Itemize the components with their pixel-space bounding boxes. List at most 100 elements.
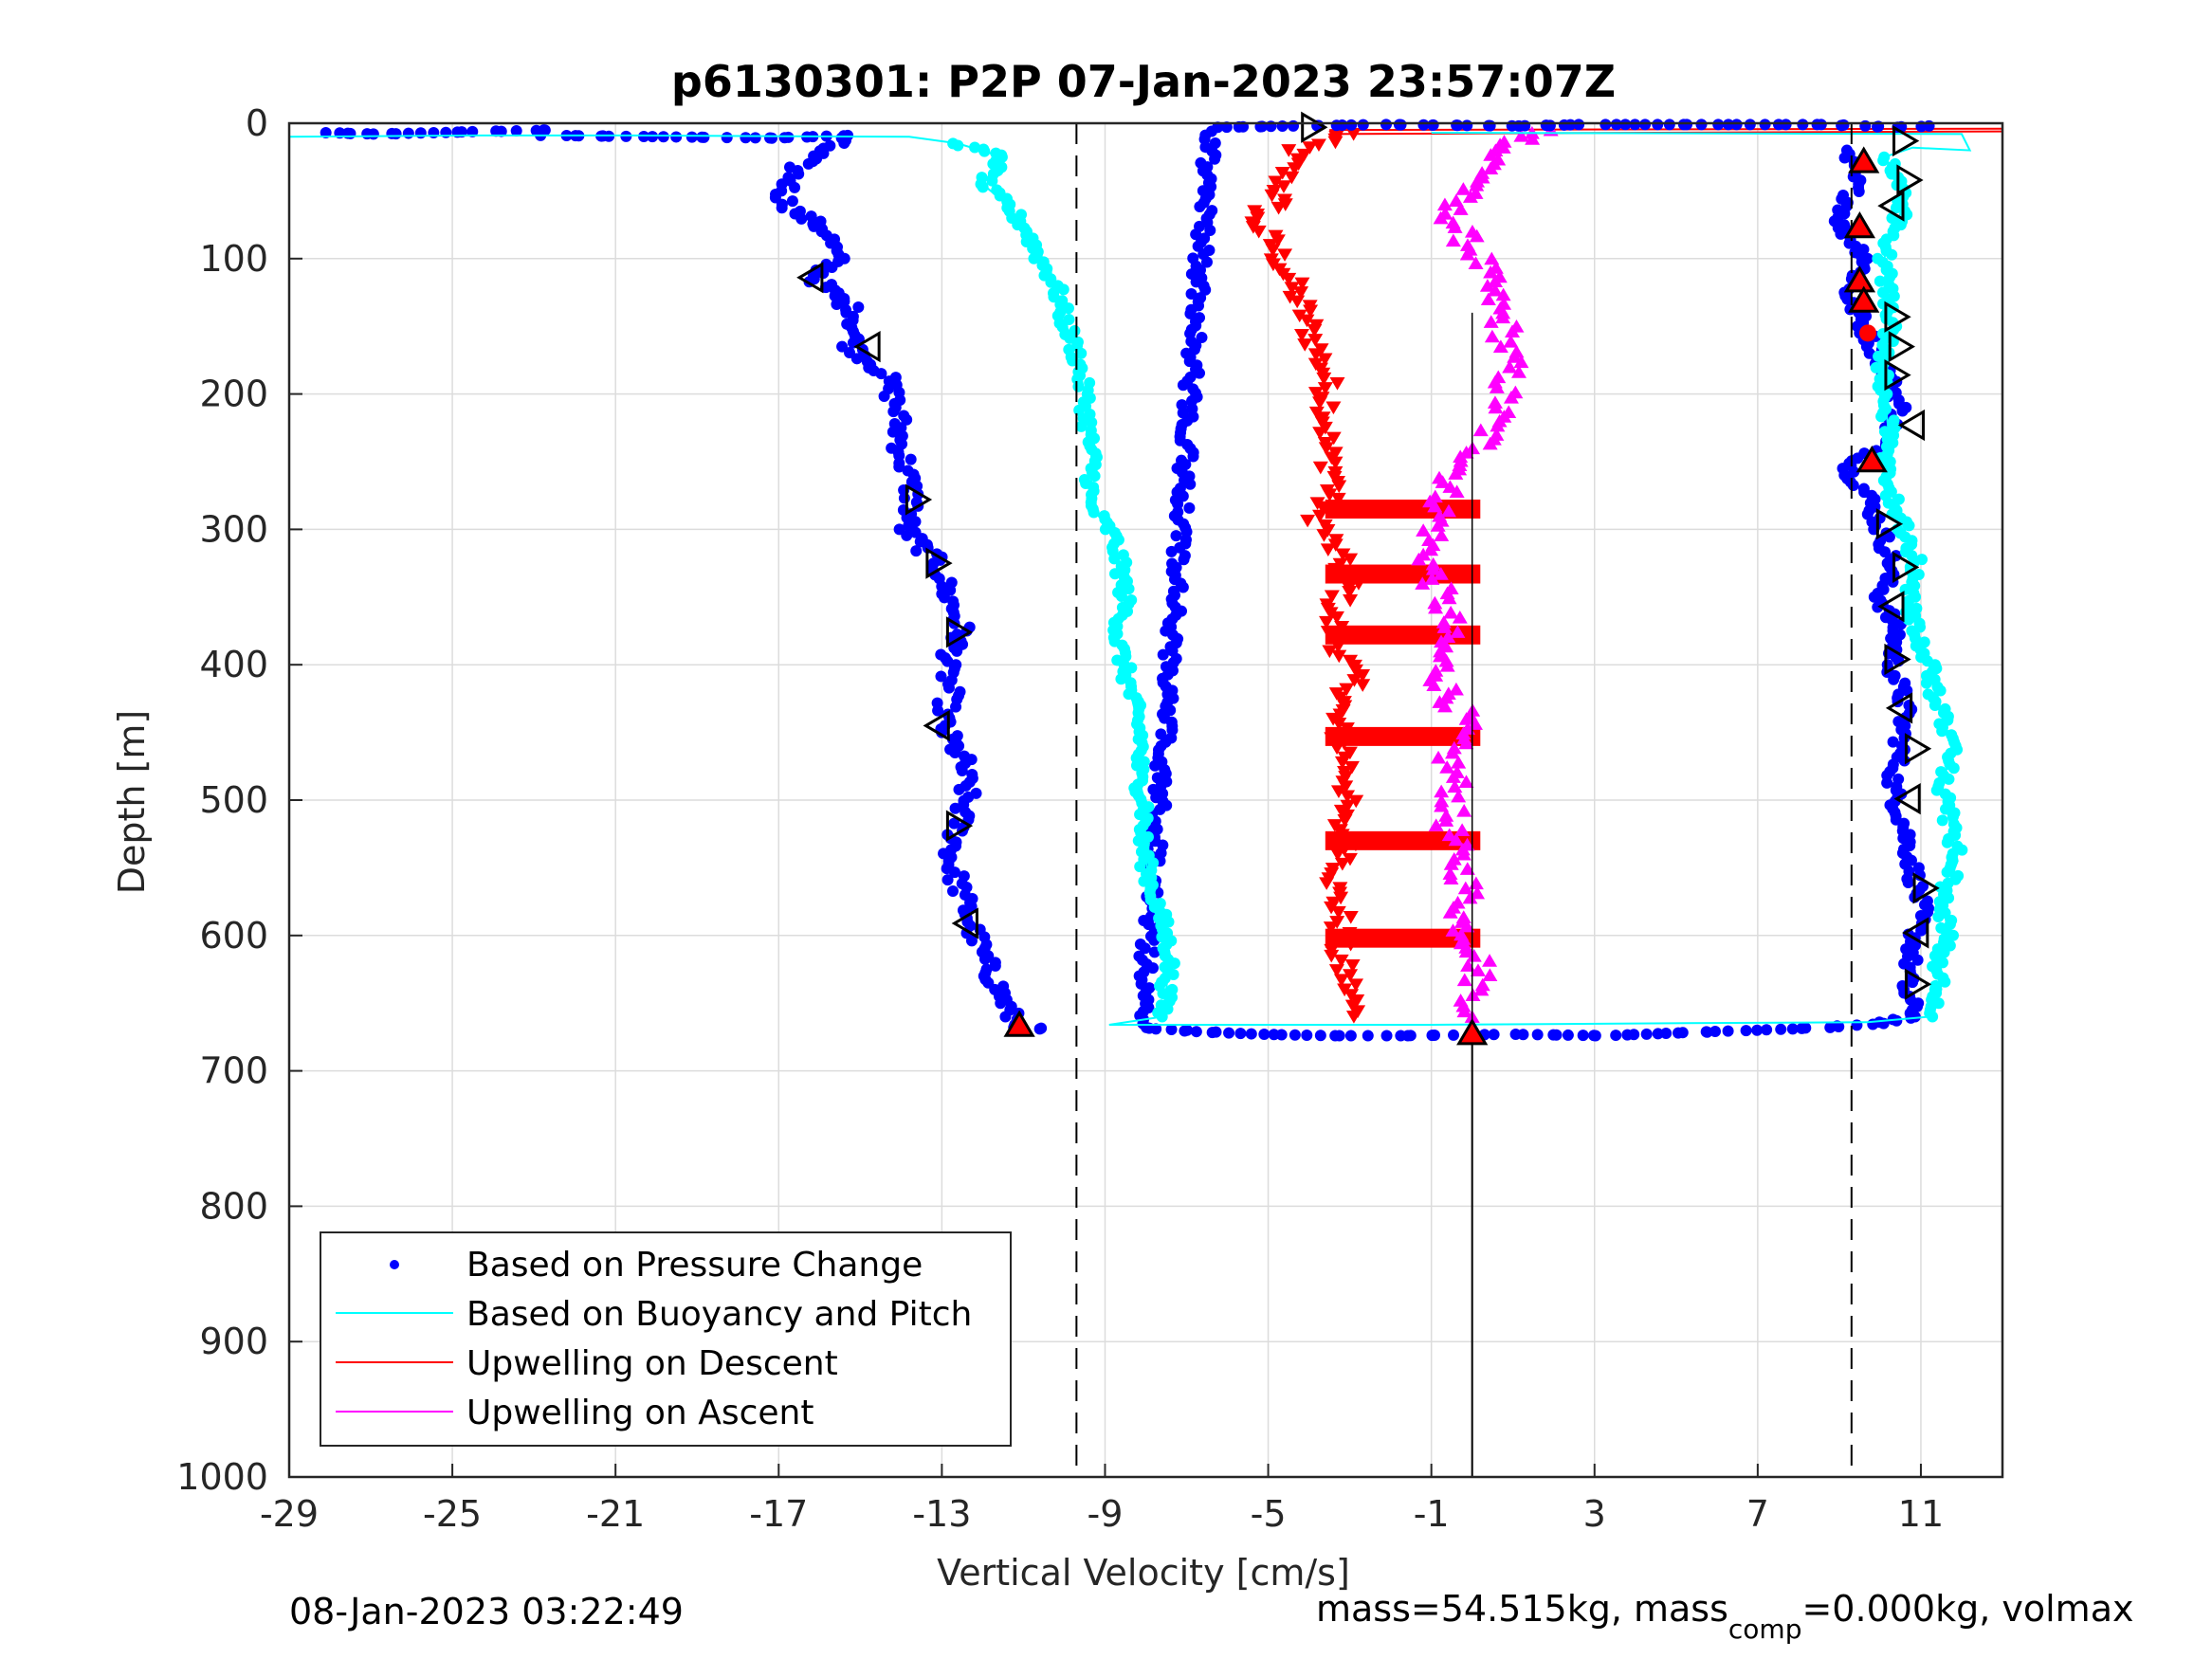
upwelling-descent-point <box>1342 927 1358 940</box>
pressure-point <box>1610 118 1622 131</box>
upwelling-ascent-point <box>1415 576 1431 590</box>
upwelling-descent-point <box>1281 272 1297 286</box>
pressure-point <box>1166 557 1179 570</box>
upwelling-ascent-point <box>1495 140 1511 154</box>
pressure-point <box>905 453 917 465</box>
open-triangle-marker <box>1892 551 1920 584</box>
buoyancy-point <box>1123 583 1135 595</box>
pressure-point <box>1796 1022 1808 1034</box>
upwelling-descent-point <box>1329 848 1345 862</box>
legend-label: Based on Buoyancy and Pitch <box>466 1295 972 1334</box>
pressure-point <box>898 492 910 504</box>
x-axis-label: Vertical Velocity [cm/s] <box>937 1552 1350 1594</box>
upwelling-descent-point <box>1330 492 1346 506</box>
x-tick-label: 7 <box>1746 1493 1769 1535</box>
upwelling-ascent-point <box>1489 380 1505 393</box>
buoyancy-point <box>1138 875 1150 887</box>
upwelling-descent-point <box>1320 626 1336 639</box>
pressure-point <box>1033 1023 1046 1035</box>
upwelling-descent-point <box>1334 621 1350 634</box>
pressure-point <box>386 127 398 139</box>
pressure-point <box>1640 1028 1653 1040</box>
legend-swatch <box>390 1260 399 1269</box>
upwelling-ascent-point <box>1503 335 1519 348</box>
pressure-point <box>950 701 962 713</box>
x-tick-label: 11 <box>1898 1493 1944 1535</box>
pressure-point <box>1194 312 1206 324</box>
pressure-point <box>1833 1021 1845 1033</box>
pressure-point <box>1896 405 1909 417</box>
pressure-point <box>414 127 427 139</box>
pressure-point <box>1663 118 1675 131</box>
highlight-markers <box>796 111 1940 1046</box>
upwelling-descent-point <box>1335 548 1351 562</box>
upwelling-descent-band <box>1325 726 1481 746</box>
upwelling-descent-point <box>1344 760 1360 775</box>
open-triangle-marker <box>945 810 974 842</box>
upwelling-descent-band <box>1325 928 1481 948</box>
pressure-point <box>949 747 961 759</box>
pressure-point <box>903 520 915 532</box>
y-tick-label: 100 <box>199 238 268 280</box>
upwelling-ascent-point <box>1433 567 1449 580</box>
upwelling-ascent-point <box>1425 562 1441 575</box>
upwelling-descent-point <box>1344 573 1360 586</box>
upwelling-descent-point <box>1264 189 1280 203</box>
upwelling-descent-point <box>1277 198 1293 211</box>
upwelling-ascent-point <box>1430 519 1446 532</box>
pressure-point <box>1258 1029 1271 1041</box>
upwelling-descent-point <box>1333 974 1349 987</box>
pressure-point <box>949 802 961 814</box>
upwelling-descent-point <box>1312 509 1328 523</box>
pressure-point <box>766 132 778 144</box>
upwelling-ascent-point <box>1458 944 1474 958</box>
upwelling-descent-point <box>1347 838 1363 852</box>
buoyancy-point <box>1933 718 1946 730</box>
pressure-point <box>1357 118 1369 131</box>
upwelling-ascent-point <box>1441 591 1457 605</box>
pressure-point <box>1195 156 1207 169</box>
upwelling-ascent-point <box>1443 605 1459 619</box>
pressure-point <box>1196 332 1208 344</box>
upwelling-ascent-point <box>1435 475 1451 488</box>
open-triangle-marker <box>1892 124 1920 157</box>
pressure-point <box>1268 1029 1280 1041</box>
mass-text-subscript: comp <box>1728 1613 1802 1645</box>
pressure-point <box>989 959 1001 972</box>
upwelling-ascent-point <box>1426 678 1442 692</box>
pressure-point <box>1853 186 1865 198</box>
pressure-point <box>1185 287 1197 300</box>
upwelling-ascent-point <box>1439 659 1455 672</box>
pressure-point <box>320 126 332 138</box>
upwelling-descent-point <box>1335 727 1351 740</box>
open-triangle-marker <box>923 709 950 742</box>
upwelling-descent-point <box>1251 225 1267 239</box>
pressure-point <box>1835 228 1847 240</box>
upwelling-descent-point <box>1300 514 1316 528</box>
open-triangle-marker <box>1884 643 1911 676</box>
upwelling-descent-point <box>1334 857 1350 871</box>
upwelling-descent-point <box>1355 669 1371 683</box>
buoyancy-point <box>977 181 989 193</box>
upwelling-descent-point <box>1323 921 1339 935</box>
red-triangle-marker <box>1456 1018 1489 1046</box>
legend-entry: Upwelling on Descent <box>336 1344 838 1383</box>
pressure-point <box>1170 530 1182 542</box>
upwelling-ascent-point <box>1438 813 1454 827</box>
buoyancy-point <box>1157 988 1169 999</box>
pressure-point <box>776 202 788 214</box>
upwelling-descent-point <box>1322 505 1338 519</box>
pressure-point <box>1911 954 1924 966</box>
pressure-point <box>367 128 379 140</box>
pressure-point <box>657 131 669 143</box>
buoyancy-point <box>1057 283 1069 296</box>
upwelling-ascent-point <box>1470 963 1486 976</box>
pressure-point <box>1245 1028 1257 1040</box>
upwelling-ascent-point <box>1513 129 1529 142</box>
upwelling-descent-point <box>1350 577 1366 591</box>
pressure-point <box>1380 118 1392 131</box>
upwelling-ascent-point <box>1484 329 1500 343</box>
pressure-point <box>1883 531 1895 543</box>
upwelling-descent-point <box>1345 128 1362 141</box>
legend: Based on Pressure Change Based on Buoyan… <box>320 1231 1012 1447</box>
